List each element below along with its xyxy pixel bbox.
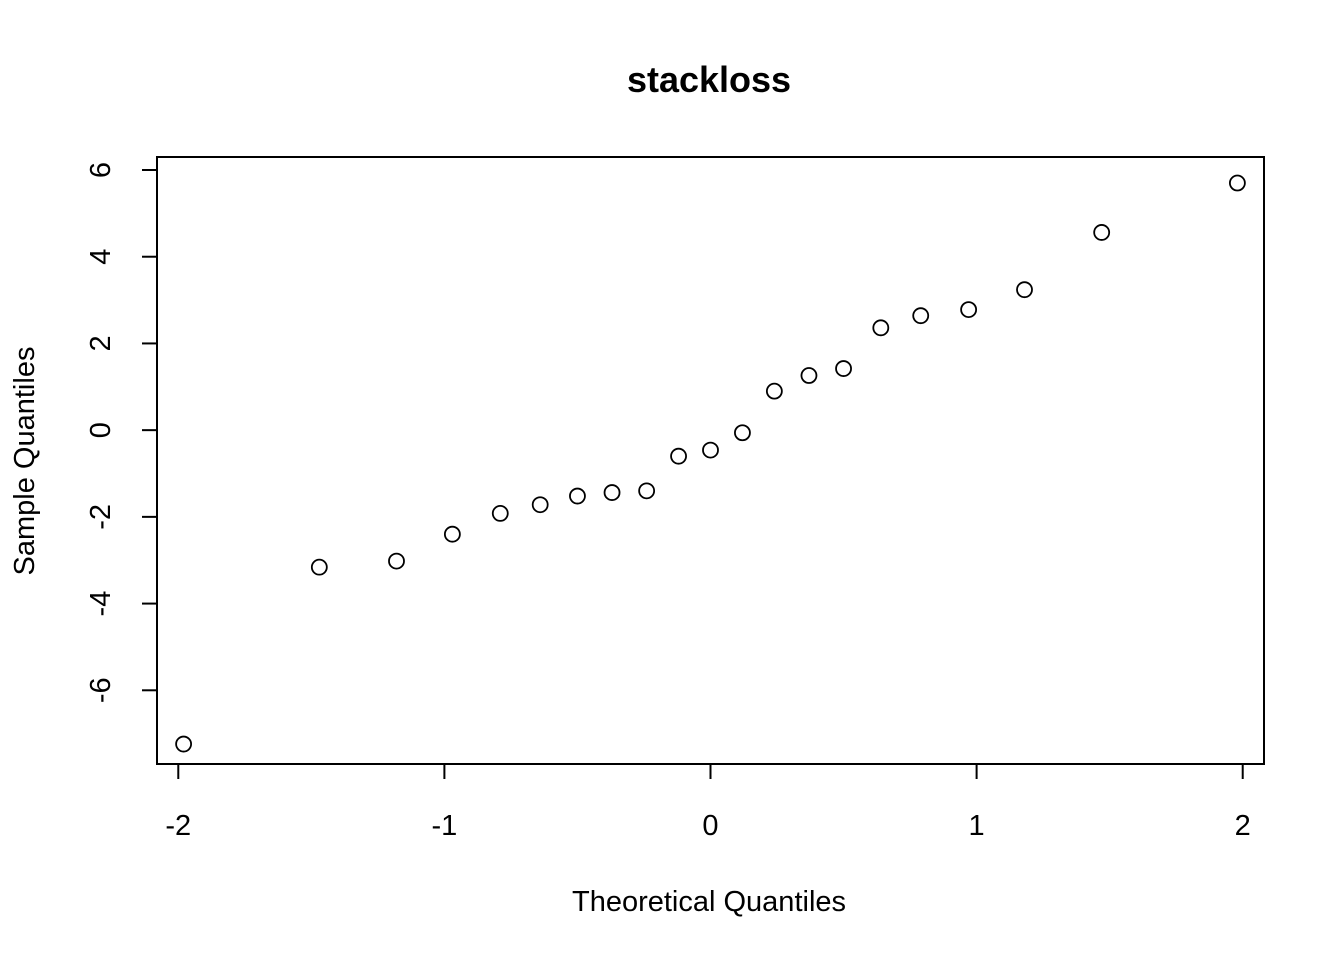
x-axis-title: Theoretical Quantiles xyxy=(572,886,846,918)
data-point xyxy=(491,504,509,522)
data-point xyxy=(872,319,890,337)
y-axis-title: Sample Quantiles xyxy=(9,347,41,576)
data-point xyxy=(765,382,783,400)
data-point xyxy=(1016,281,1033,299)
data-point xyxy=(531,496,549,514)
x-axis: -2 -1 0 1 2 xyxy=(165,763,1251,842)
y-axis: -6 -4 -2 0 2 4 6 xyxy=(85,162,158,703)
data-point xyxy=(1228,174,1246,192)
chart-title: stackloss xyxy=(627,59,791,100)
data-point xyxy=(1093,224,1111,241)
y-tick-label: 2 xyxy=(85,335,117,351)
data-point xyxy=(310,558,328,576)
data-point xyxy=(638,482,656,500)
data-points xyxy=(175,174,1246,753)
x-tick-label: -2 xyxy=(165,810,191,842)
data-point xyxy=(800,367,818,384)
x-tick-label: -1 xyxy=(431,810,457,842)
y-tick-label: -2 xyxy=(85,504,117,530)
y-tick-label: -6 xyxy=(85,677,117,703)
data-point xyxy=(603,484,621,501)
x-tick-label: 2 xyxy=(1235,810,1251,842)
x-tick-label: 1 xyxy=(969,810,985,842)
y-tick-label: 6 xyxy=(85,162,117,178)
y-tick-label: 4 xyxy=(85,249,117,265)
data-point xyxy=(443,525,461,543)
y-tick-label: 0 xyxy=(85,422,117,438)
data-point xyxy=(835,360,852,377)
data-point xyxy=(388,552,405,570)
data-point xyxy=(734,424,751,442)
data-point xyxy=(912,307,930,325)
data-point xyxy=(670,447,687,465)
data-point xyxy=(569,487,586,505)
data-point xyxy=(702,441,719,459)
x-tick-label: 0 xyxy=(702,810,718,842)
data-point xyxy=(960,301,978,319)
y-tick-label: -4 xyxy=(85,591,117,617)
data-point xyxy=(175,735,193,753)
plot-frame xyxy=(156,156,1265,765)
